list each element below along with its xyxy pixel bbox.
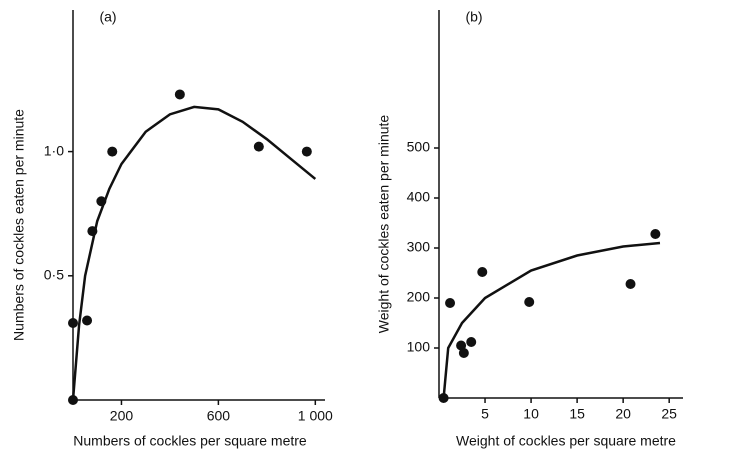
data-point	[107, 146, 118, 157]
x-tick-label: 25	[661, 406, 677, 422]
data-point	[68, 317, 78, 328]
y-tick-label: 500	[407, 139, 431, 155]
data-point	[625, 279, 636, 289]
x-tick-label: 10	[523, 406, 539, 422]
y-tick-label: 0·5	[44, 266, 64, 282]
x-tick-label: 200	[110, 408, 134, 424]
data-point	[456, 340, 467, 351]
data-point	[466, 337, 477, 347]
y-tick-label: 300	[407, 239, 431, 255]
y-tick-label: 1·0	[44, 142, 64, 158]
data-point	[253, 141, 264, 152]
x-tick-label: 20	[615, 406, 631, 422]
data-point	[82, 315, 93, 326]
fitted-curve	[442, 241, 661, 399]
y-axis-label: Numbers of cockles eaten per minute	[11, 109, 27, 341]
data-point	[458, 348, 469, 358]
data-point	[174, 89, 185, 100]
fitted-curve	[71, 105, 317, 401]
x-tick-label: 15	[569, 406, 585, 422]
y-tick-label: 100	[407, 339, 431, 355]
data-point	[524, 297, 535, 307]
x-tick-label: 600	[207, 408, 231, 424]
y-tick-label: 200	[407, 289, 431, 305]
x-axis-label: Numbers of cockles per square metre	[73, 433, 307, 449]
y-axis-label: Weight of cockles eaten per minute	[376, 115, 392, 334]
panel-label: (b)	[465, 9, 482, 25]
panel-label: (a)	[99, 9, 116, 25]
data-point	[477, 267, 488, 277]
data-point	[445, 298, 456, 308]
data-point	[650, 229, 661, 239]
y-tick-label: 400	[407, 189, 431, 205]
x-axis-label: Weight of cockles per square metre	[456, 433, 676, 449]
x-tick-label: 1 000	[298, 408, 333, 424]
data-point	[301, 146, 312, 157]
x-tick-label: 5	[481, 406, 489, 422]
